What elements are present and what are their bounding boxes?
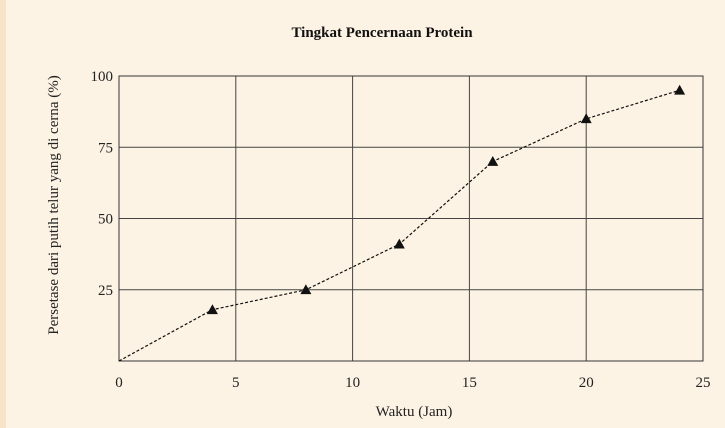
y-tick-label: 75 (98, 140, 113, 156)
line-chart: Tingkat Pencernaan Protein 0 5 10 15 20 25 25… (46, 25, 711, 420)
x-tick-label: 20 (579, 375, 594, 391)
y-tick-label: 100 (91, 69, 114, 85)
y-tick-label: 25 (98, 283, 113, 299)
y-tick-label: 50 (98, 212, 113, 228)
y-axis-label: Persetase dari putih telur yang di cerna… (46, 75, 62, 334)
data-point-triangle (393, 238, 405, 249)
series-layer (118, 84, 686, 362)
x-axis-label: Waktu (Jam) (376, 404, 453, 420)
data-point-triangle (206, 304, 218, 315)
data-point-triangle (674, 84, 686, 95)
y-axis-ticks: 25 50 75 100 (91, 69, 114, 299)
series-line (118, 89, 680, 362)
x-axis-ticks: 0 5 10 15 20 25 (115, 375, 710, 391)
data-point-triangle (580, 113, 592, 124)
chart-title: Tingkat Pencernaan Protein (291, 25, 473, 41)
x-tick-label: 25 (696, 375, 711, 391)
plot-area-frame (118, 75, 704, 362)
data-point-triangle (487, 156, 499, 166)
grid (119, 76, 703, 361)
x-tick-label: 15 (462, 375, 477, 391)
data-point-triangle (300, 284, 312, 295)
x-tick-label: 10 (345, 375, 360, 391)
x-tick-label: 5 (232, 375, 240, 391)
x-tick-label: 0 (115, 375, 123, 391)
